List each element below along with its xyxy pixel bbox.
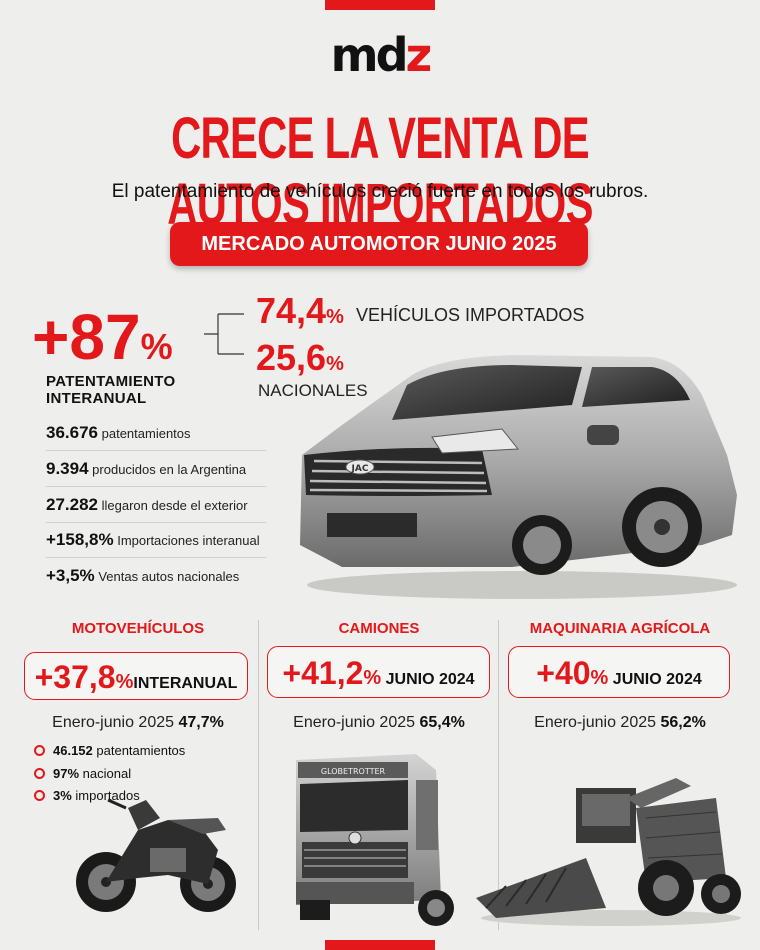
stat-label: patentamientos [101,426,191,441]
main-stat-label-line1: PATENTAMIENTO [46,373,176,390]
brand-logo[interactable]: mdz [318,30,442,80]
column-divider [258,620,259,930]
stat-label: Ventas autos nacionales [98,569,240,584]
section-stat-unit: % [363,667,382,689]
section-stat-value: +37,8 [34,659,116,695]
divider [46,486,266,487]
bullet-value: 46.152 [53,743,93,758]
bullet-item: 46.152 patentamientos [34,742,185,760]
main-stat-number: +87 [32,301,141,373]
stat-row: 9.394 producidos en la Argentina [46,459,246,480]
date-banner: MERCADO AUTOMOTOR JUNIO 2025 [170,222,588,266]
stat-label: Importaciones interanual [117,533,260,548]
suv-car-illustration: JAC [300,355,737,599]
stat-value: 36.676 [46,423,98,442]
section-stat-value: +40 [536,655,591,691]
truck-visor-text: GLOBETROTTER [321,767,386,776]
ytd-label: Enero-junio 2025 [293,714,416,731]
imported-value: 74,4 [256,290,327,331]
bullet-item: 3% importados [34,787,140,805]
motorcycle-illustration [76,798,236,912]
stat-label: producidos en la Argentina [92,462,247,477]
logo-text: md [330,28,409,82]
section-title-motovehiculos: MOTOVEHÍCULOS [71,620,205,637]
bullet-circle-icon [34,790,45,802]
main-stat-unit: % [140,326,173,367]
section-ytd: Enero-junio 2025 65,4% [260,712,498,734]
headline: CRECE LA VENTA DE AUTOS IMPORTADOS [167,106,593,237]
bullet-value: 3% [53,788,72,803]
bullet-value: 97% [53,766,80,781]
section-title-camiones: CAMIONES [338,620,420,637]
main-stat-value: +87% [32,302,173,382]
ytd-value: 47,7% [178,714,224,731]
bullet-circle-icon [34,745,45,757]
stat-row: 36.676 patentamientos [46,423,191,444]
ytd-value: 65,4% [419,714,465,731]
harvester-illustration [476,778,741,926]
main-stat-label-line2: INTERANUAL [46,390,147,407]
logo-accent-text: z [405,28,433,82]
car-badge-text: JAC [351,464,369,474]
section-stat-tag: JUNIO 2024 [612,671,702,688]
section-stat-box: +41,2% JUNIO 2024 [267,646,490,698]
ytd-label: Enero-junio 2025 [534,714,657,731]
bullet-label: patentamientos [96,743,186,758]
national-pct: 25,6% [256,337,344,385]
truck-illustration: GLOBETROTTER [296,754,454,926]
divider [46,450,266,451]
stat-value: +3,5% [46,566,95,585]
section-stat-unit: % [115,671,134,693]
imported-pct: 74,4% [256,290,344,338]
section-stat-tag: INTERANUAL [133,675,238,692]
bottom-accent-bar [325,940,435,950]
stat-label: llegaron desde el exterior [101,498,248,513]
imported-unit: % [326,306,344,328]
bullet-label: importados [75,788,140,803]
bullet-item: 97% nacional [34,765,131,783]
stat-row: +3,5% Ventas autos nacionales [46,566,239,587]
national-label: NACIONALES [258,381,368,400]
ytd-label: Enero-junio 2025 [52,714,175,731]
stat-row: 27.282 llegaron desde el exterior [46,495,248,516]
section-ytd: Enero-junio 2025 56,2% [500,712,740,734]
divider [46,522,266,523]
stat-value: 27.282 [46,495,98,514]
subheadline: El patentamiento de vehículos creció fue… [111,181,649,202]
divider [46,557,266,558]
section-title-maquinaria: MAQUINARIA AGRÍCOLA [529,620,711,637]
section-stat-box: +40% JUNIO 2024 [508,646,730,698]
national-unit: % [326,353,344,375]
bullet-label: nacional [82,766,132,781]
imported-label: VEHÍCULOS IMPORTADOS [356,305,585,325]
bracket-connector [204,313,244,355]
stat-value: 9.394 [46,459,89,478]
section-stat-unit: % [590,667,609,689]
column-divider [498,620,499,930]
national-value: 25,6 [256,337,327,378]
section-stat-box: +37,8%INTERANUAL [24,652,248,700]
main-stat-label: PATENTAMIENTO INTERANUAL [46,373,175,407]
stat-value: +158,8% [46,530,114,549]
section-ytd: Enero-junio 2025 47,7% [20,712,256,734]
bullet-circle-icon [34,768,45,780]
section-stat-value: +41,2 [282,655,364,691]
ytd-value: 56,2% [660,714,706,731]
top-accent-bar [325,0,435,10]
stat-row: +158,8% Importaciones interanual [46,530,260,551]
section-stat-tag: JUNIO 2024 [385,671,475,688]
